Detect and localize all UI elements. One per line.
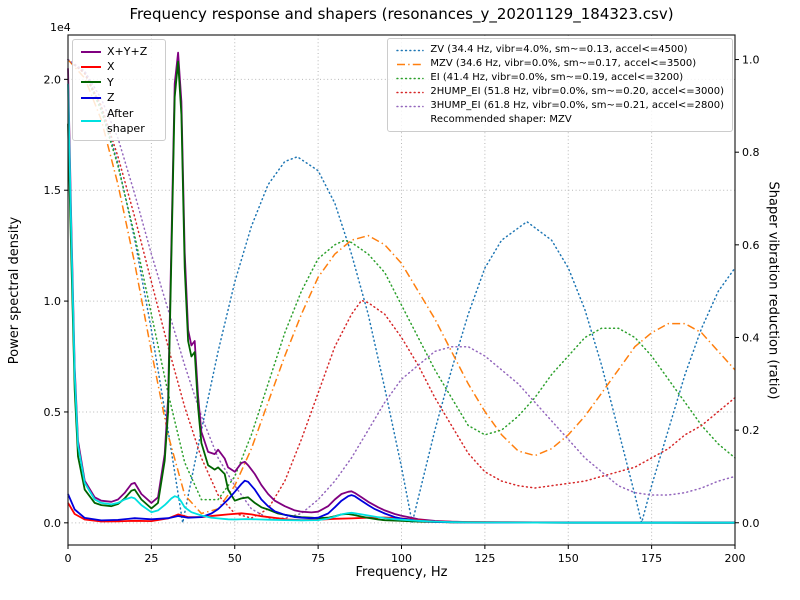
y-tick-label-left: 0.0	[44, 517, 62, 530]
y-axis-offset-label: 1e4	[50, 21, 71, 34]
series-mzv	[67, 59, 736, 515]
legend-item-y: Y	[81, 75, 157, 90]
x-axis-label: Frequency, Hz	[355, 565, 448, 580]
y-tick-label-right: 1.0	[742, 54, 760, 67]
series-3hump-ei	[67, 58, 736, 519]
recommended-shaper-text: Recommended shaper: MZV	[430, 114, 572, 125]
legend-item-2hump-ei: 2HUMP_EI (51.8 Hz, vibr=0.0%, sm~=0.20, …	[396, 85, 724, 99]
x-tick-label: 175	[641, 552, 662, 565]
legend-item-x-y-z: X+Y+Z	[81, 44, 157, 59]
legend-swatch	[81, 66, 101, 69]
legend-swatch	[397, 63, 424, 65]
y-tick-label-left: 2.0	[44, 73, 62, 86]
y-axis-label-left: Power spectral density	[7, 216, 23, 364]
legend-item-z: Z	[81, 90, 157, 105]
x-tick-label: 0	[65, 552, 72, 565]
x-tick-label: 200	[725, 552, 746, 565]
y-axis-right: Shaper vibration reduction (ratio)	[760, 35, 786, 545]
legend-label: 2HUMP_EI (51.8 Hz, vibr=0.0%, sm~=0.20, …	[430, 86, 724, 97]
chart-title: Frequency response and shapers (resonanc…	[129, 5, 674, 23]
legend-swatch	[396, 49, 425, 51]
x-tick-label: 100	[391, 552, 412, 565]
legend-label: X	[107, 60, 115, 74]
series-zv	[67, 58, 736, 523]
y-tick-label-right: 0.2	[742, 424, 760, 437]
series-ei	[67, 58, 736, 501]
legend-label: EI (41.4 Hz, vibr=0.0%, sm~=0.19, accel<…	[430, 72, 684, 83]
y-axis-label-right: Shaper vibration reduction (ratio)	[765, 181, 781, 399]
series-x-y-z	[67, 51, 735, 524]
recommended-shaper-row: Recommended shaper: MZV	[396, 113, 724, 127]
series-after-shaper	[67, 83, 735, 524]
legend-swatch	[396, 91, 425, 93]
y-tick-label-right: 0.4	[742, 331, 760, 344]
x-tick-label: 75	[311, 552, 325, 565]
y-tick-label-left: 1.0	[44, 295, 62, 308]
legend-label: After shaper	[107, 106, 145, 135]
legend-shapers: ZV (34.4 Hz, vibr=4.0%, sm~=0.13, accel<…	[387, 38, 733, 132]
legend-item-ei: EI (41.4 Hz, vibr=0.0%, sm~=0.19, accel<…	[396, 71, 724, 85]
legend-item-after-shaper: After shaper	[81, 106, 157, 137]
legend-swatch	[396, 77, 425, 79]
legend-label: Y	[107, 75, 114, 89]
legend-label: ZV (34.4 Hz, vibr=4.0%, sm~=0.13, accel<…	[430, 44, 688, 55]
x-tick-label: 50	[228, 552, 242, 565]
legend-item-x: X	[81, 59, 157, 74]
y-tick-label-right: 0.8	[742, 146, 760, 159]
x-tick-label: 150	[558, 552, 579, 565]
legend-item-zv: ZV (34.4 Hz, vibr=4.0%, sm~=0.13, accel<…	[396, 43, 724, 57]
legend-label: Z	[107, 91, 115, 105]
y-tick-label-right: 0.0	[742, 517, 760, 530]
legend-swatch	[81, 81, 101, 84]
legend-swatch	[396, 105, 425, 107]
legend-psd: X+Y+Z X Y Z After shaper	[72, 39, 166, 142]
legend-label: 3HUMP_EI (61.8 Hz, vibr=0.0%, sm~=0.21, …	[430, 100, 724, 111]
legend-label: MZV (34.6 Hz, vibr=0.0%, sm~=0.17, accel…	[430, 58, 697, 69]
x-tick-label: 125	[474, 552, 495, 565]
y-axis-left: Power spectral density	[2, 35, 28, 545]
legend-label: X+Y+Z	[107, 45, 148, 58]
y-tick-label-left: 0.5	[44, 406, 62, 419]
y-tick-label-right: 0.6	[742, 239, 760, 252]
legend-swatch	[81, 119, 101, 122]
legend-item-mzv: MZV (34.6 Hz, vibr=0.0%, sm~=0.17, accel…	[396, 57, 724, 71]
legend-swatch	[81, 50, 101, 53]
y-tick-label-left: 1.5	[44, 184, 62, 197]
legend-swatch	[81, 96, 101, 99]
x-tick-label: 25	[144, 552, 158, 565]
legend-item-3hump-ei: 3HUMP_EI (61.8 Hz, vibr=0.0%, sm~=0.21, …	[396, 99, 724, 113]
